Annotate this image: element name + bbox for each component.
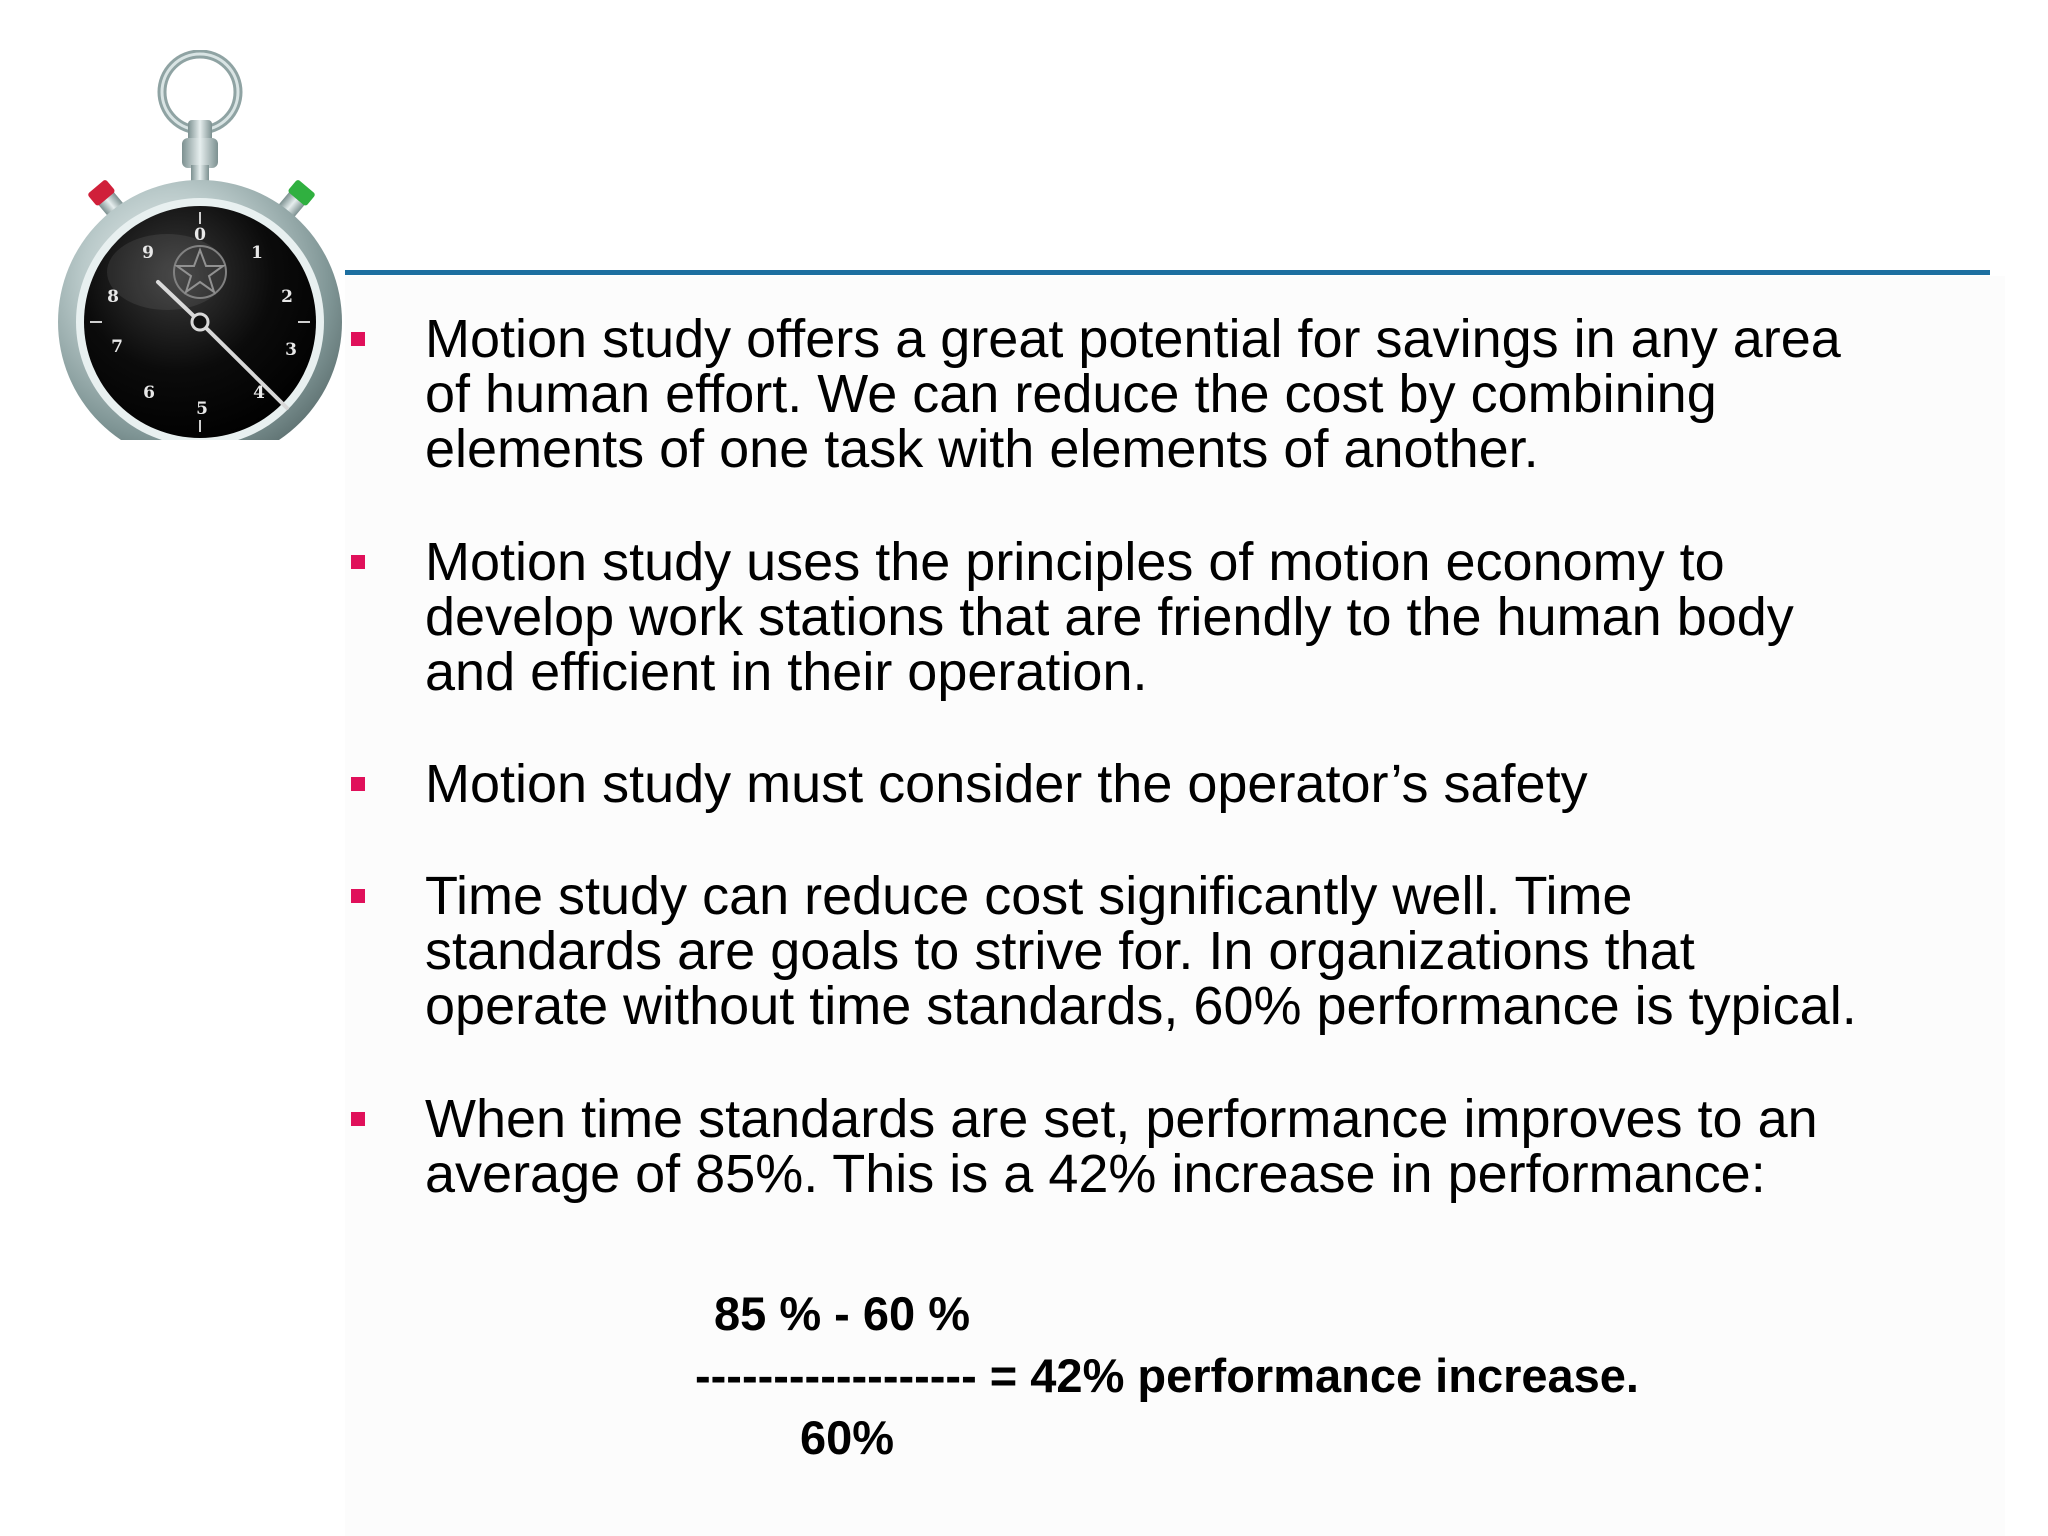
bullet-marker-icon xyxy=(351,555,365,569)
svg-text:2: 2 xyxy=(281,287,293,307)
svg-text:8: 8 xyxy=(107,287,119,307)
svg-text:0: 0 xyxy=(194,225,206,245)
svg-text:7: 7 xyxy=(111,337,123,357)
bullet-marker-icon xyxy=(351,889,365,903)
bullet-text: Motion study uses the principles of moti… xyxy=(425,532,1794,702)
title-rule xyxy=(345,270,1990,275)
content-panel xyxy=(345,276,2005,1536)
bullet-text: Motion study must consider the operator’… xyxy=(425,754,1588,814)
svg-text:5: 5 xyxy=(196,399,208,419)
bullet-text: Time study can reduce cost significantly… xyxy=(425,866,1857,1036)
svg-text:9: 9 xyxy=(142,243,154,263)
bullet-text: Motion study offers a great potential fo… xyxy=(425,309,1841,479)
formula-fraction-line: ------------------ = 42% performance inc… xyxy=(695,1349,1639,1402)
svg-text:6: 6 xyxy=(143,383,155,403)
svg-text:4: 4 xyxy=(253,383,265,403)
svg-text:1: 1 xyxy=(251,243,263,263)
bullet-marker-icon xyxy=(351,332,365,346)
stopwatch-icon: 0 1 2 3 4 5 6 7 8 9 xyxy=(58,50,342,440)
bullet-text: When time standards are set, performance… xyxy=(425,1089,1818,1204)
bullet-marker-icon xyxy=(351,1112,365,1126)
formula-denominator: 60% xyxy=(800,1411,895,1464)
bullet-marker-icon xyxy=(351,777,365,791)
svg-text:3: 3 xyxy=(285,340,297,360)
formula-numerator: 85 % - 60 % xyxy=(714,1287,971,1340)
